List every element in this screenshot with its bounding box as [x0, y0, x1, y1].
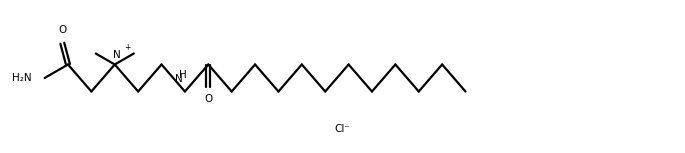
Text: +: + — [124, 43, 130, 52]
Text: N: N — [113, 50, 121, 60]
Text: O: O — [204, 95, 212, 104]
Text: Cl⁻: Cl⁻ — [334, 124, 350, 134]
Text: H₂N: H₂N — [12, 73, 32, 83]
Text: N: N — [175, 73, 183, 84]
Text: O: O — [58, 25, 66, 35]
Text: H: H — [179, 69, 187, 80]
